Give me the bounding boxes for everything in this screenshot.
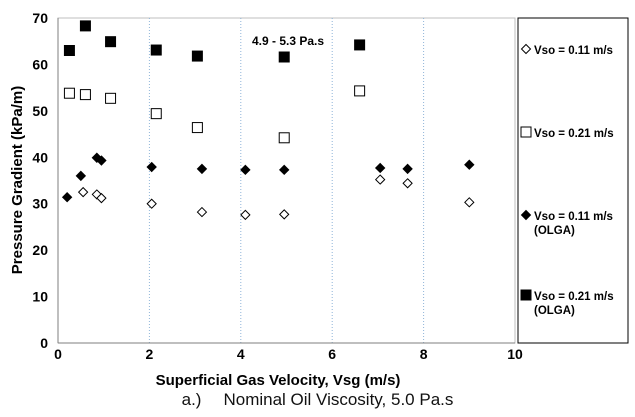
data-point-series-1 <box>240 209 251 221</box>
gridlines <box>148 18 425 343</box>
scatter-chart: 0 2 4 6 8 10 0 10 20 30 40 50 60 70 4.9 - 5.3 Pa.s Su… <box>9 10 629 389</box>
chart-annotation: 4.9 - 5.3 Pa.s <box>252 34 324 48</box>
data-point-series-1 <box>77 186 89 198</box>
x-tick-label: 10 <box>507 346 523 362</box>
data-point-series-3 <box>75 170 87 182</box>
legend-marker-4 <box>520 289 532 301</box>
data-point-series-3 <box>374 162 386 174</box>
data-point-series-2 <box>79 89 91 101</box>
legend-label-2: Vso = 0.21 m/s <box>534 128 614 140</box>
y-tick-label: 50 <box>32 103 48 119</box>
legend-label-4: Vso = 0.21 m/s (OLGA) <box>534 291 614 317</box>
data-point-series-2 <box>191 122 203 134</box>
legend-marker-2 <box>520 126 532 138</box>
data-point-series-2 <box>354 85 366 97</box>
data-point-series-2 <box>63 87 75 99</box>
y-tick-label: 10 <box>32 289 48 305</box>
data-point-series-4 <box>105 36 117 48</box>
y-tick-label: 40 <box>32 149 48 165</box>
data-point-series-3 <box>464 159 475 170</box>
y-axis-title: Pressure Gradient (kPa/m) <box>9 86 26 274</box>
x-axis-title: Superficial Gas Velocity, Vsg (m/s) <box>156 372 401 389</box>
legend-box <box>517 17 629 344</box>
y-tick-label: 30 <box>32 196 48 212</box>
data-point-series-1 <box>196 206 208 218</box>
x-tick-label: 2 <box>146 346 154 362</box>
data-point-series-3 <box>240 164 251 176</box>
data-point-series-4 <box>63 45 75 56</box>
legend: Vso = 0.11 m/s Vso = 0.21 m/s Vso = 0.11 m… <box>520 43 614 317</box>
legend-label-1: Vso = 0.11 m/s <box>534 45 613 57</box>
figure-caption: a.) Nominal Oil Viscosity, 5.0 Pa.s <box>0 390 635 410</box>
data-point-series-1 <box>374 174 386 185</box>
data-point-series-4 <box>354 39 366 51</box>
data-point-series-4 <box>278 51 290 63</box>
tick-labels: 0 2 4 6 8 10 0 10 20 30 40 50 60 70 <box>32 10 523 362</box>
data-point-series-4 <box>79 20 91 32</box>
data-point-series-1 <box>402 178 413 189</box>
data-point-series-2 <box>105 92 117 104</box>
data-point-series-2 <box>278 132 290 144</box>
legend-marker-3 <box>520 209 532 221</box>
caption-label: a.) <box>181 390 202 409</box>
data-point-series-3 <box>196 163 208 175</box>
data-point-series-3 <box>61 192 73 203</box>
plot-area <box>57 17 516 344</box>
data-point-series-4 <box>150 44 162 56</box>
caption-text: Nominal Oil Viscosity, 5.0 Pa.s <box>223 390 454 409</box>
data-point-series-3 <box>96 155 107 166</box>
y-tick-label: 60 <box>32 56 48 72</box>
x-tick-label: 0 <box>54 346 62 362</box>
data-point-series-3 <box>402 163 413 175</box>
data-point-series-1 <box>279 209 290 220</box>
data-point-series-4 <box>191 50 203 62</box>
x-tick-label: 6 <box>328 346 336 362</box>
data-point-series-1 <box>464 197 475 208</box>
data-point-series-1 <box>96 192 107 204</box>
y-tick-label: 0 <box>40 335 48 351</box>
data-point-series-1 <box>146 198 157 209</box>
legend-marker-1 <box>520 43 532 55</box>
data-point-series-3 <box>146 161 157 173</box>
data-points <box>61 20 475 221</box>
legend-label-3: Vso = 0.11 m/s (OLGA) <box>534 211 613 237</box>
y-tick-label: 20 <box>32 242 48 258</box>
data-point-series-3 <box>279 164 290 176</box>
x-tick-label: 4 <box>237 346 245 362</box>
x-tick-label: 8 <box>420 346 428 362</box>
y-tick-label: 70 <box>32 10 48 26</box>
data-point-series-2 <box>150 108 162 120</box>
